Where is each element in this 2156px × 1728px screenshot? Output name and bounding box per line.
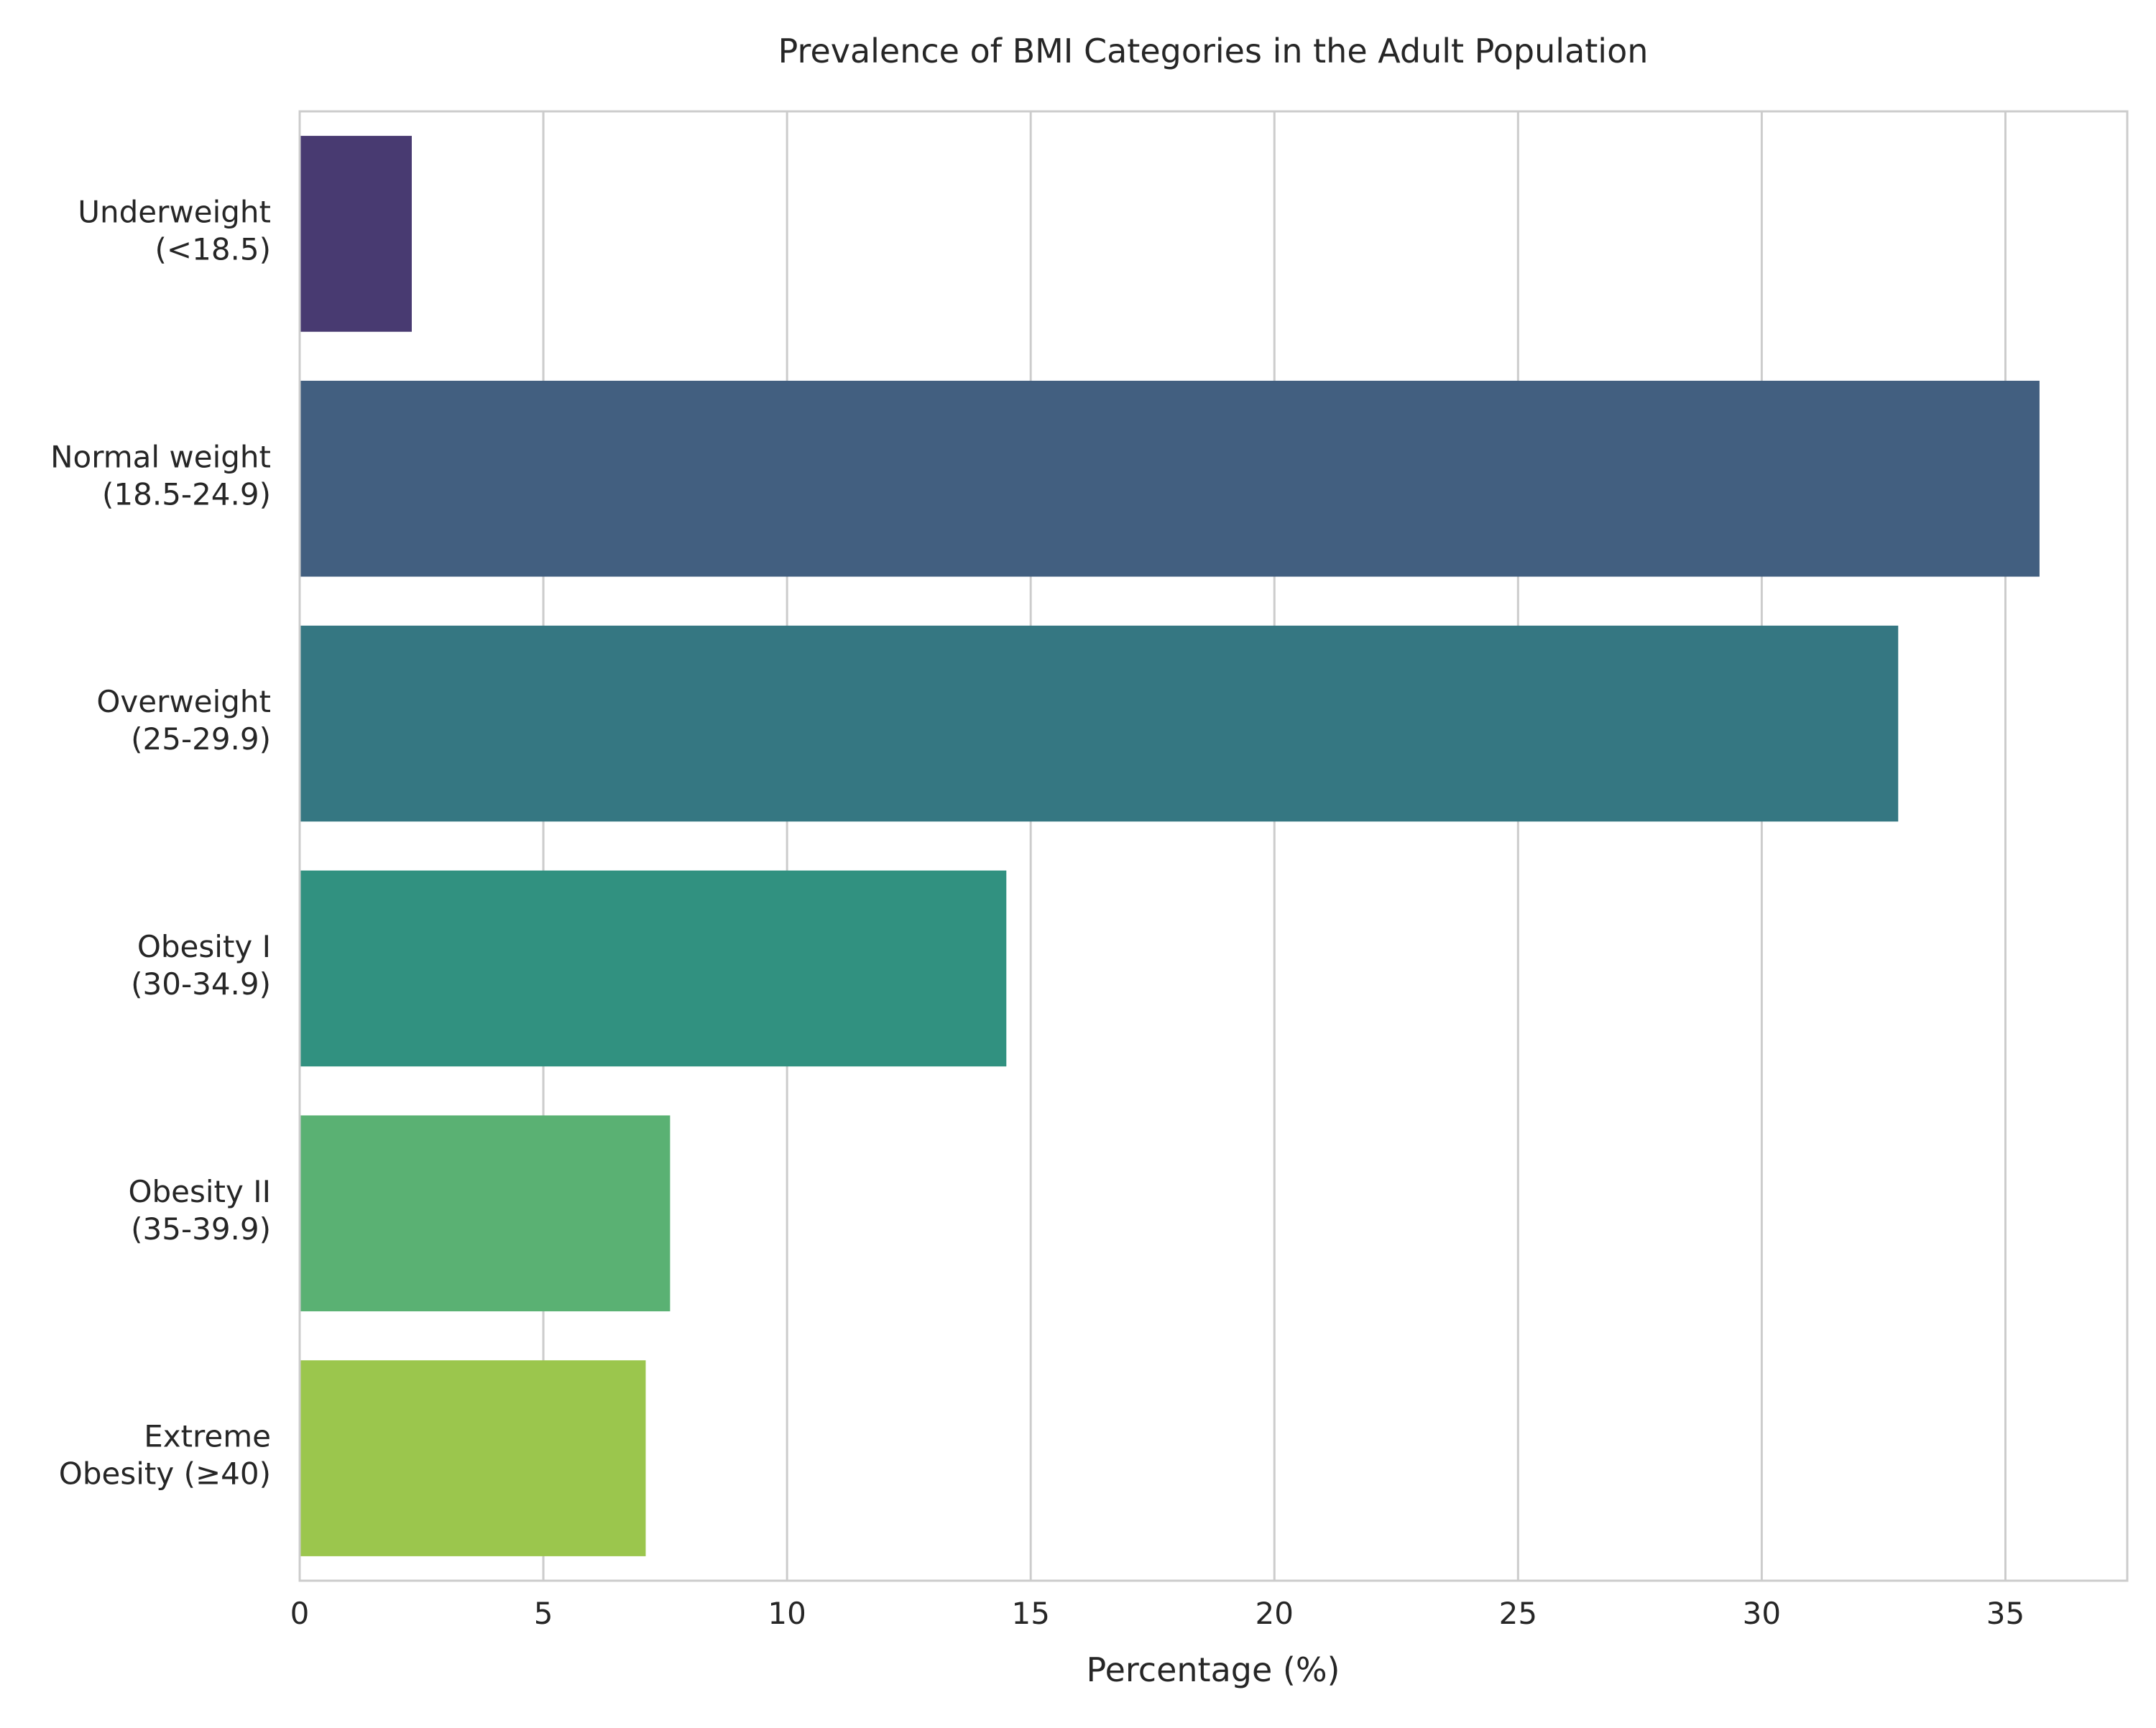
y-axis-categories: Underweight (<18.5) Normal weight (18.5-24.… [50, 194, 271, 1491]
y-category-label: Normal weight (18.5-24.9) [50, 439, 271, 512]
x-tick-label: 30 [1743, 1596, 1781, 1631]
x-tick-label: 35 [1986, 1596, 2024, 1631]
x-tick-label: 0 [290, 1596, 310, 1631]
x-tick-label: 15 [1011, 1596, 1049, 1631]
x-tick-label: 25 [1499, 1596, 1537, 1631]
chart-title: Prevalence of BMI Categories in the Adul… [778, 32, 1649, 70]
bar [300, 625, 1899, 822]
y-category-label: Obesity II (35-39.9) [128, 1174, 271, 1247]
gridlines [542, 111, 2007, 1581]
bar [300, 1115, 671, 1312]
y-category-label: Obesity I (30-34.9) [131, 929, 271, 1002]
x-tick-label: 5 [534, 1596, 553, 1631]
y-category-label: Overweight (25-29.9) [96, 684, 271, 757]
x-axis-ticks: 0 5 10 15 20 25 30 35 [290, 1596, 2025, 1631]
y-category-label: Extreme Obesity (≥40) [59, 1419, 271, 1492]
x-tick-label: 20 [1256, 1596, 1294, 1631]
plot-frame [298, 110, 2129, 1582]
bars [300, 136, 2040, 1556]
bar [300, 870, 1007, 1067]
bar [300, 136, 412, 332]
y-category-label: Underweight (<18.5) [78, 194, 271, 267]
x-axis-label: Percentage (%) [1087, 1650, 1340, 1689]
x-tick-label: 10 [768, 1596, 806, 1631]
bar [300, 380, 2040, 577]
bar [300, 1360, 646, 1556]
